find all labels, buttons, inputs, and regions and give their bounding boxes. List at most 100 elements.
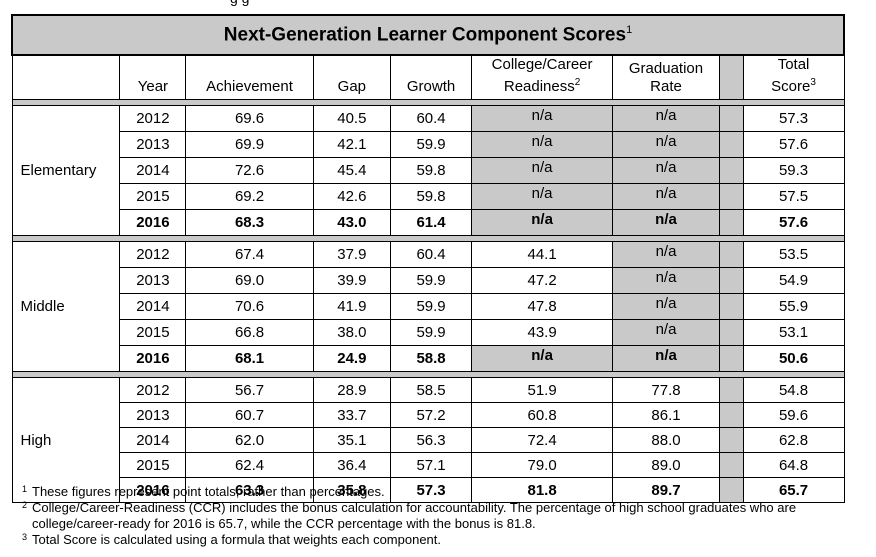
cell-ccr: 81.8 xyxy=(471,477,614,503)
spacer-cell xyxy=(718,131,744,158)
header-achievement: Achievement xyxy=(185,54,314,100)
cell-gap: 39.9 xyxy=(312,267,391,294)
cell-growth: 59.9 xyxy=(389,131,473,158)
school-level-label: High xyxy=(11,377,121,503)
cell-grad: 88.0 xyxy=(612,427,720,453)
cell-year: 2015 xyxy=(119,452,187,478)
cell-total: 54.9 xyxy=(742,267,845,294)
cell-ccr: 79.0 xyxy=(471,452,614,478)
cell-growth: 57.2 xyxy=(389,402,473,428)
table-row: High 2012 56.7 28.9 58.5 51.9 77.8 54.8 xyxy=(11,377,845,503)
cell-ccr: 43.9 xyxy=(471,319,614,346)
cell-gap: 38.0 xyxy=(312,319,391,346)
cell-achievement: 70.6 xyxy=(185,293,314,320)
cell-total: 53.5 xyxy=(742,241,845,268)
cell-total: 65.7 xyxy=(742,477,845,503)
cell-achievement: 69.6 xyxy=(185,105,314,132)
table-row: 2013 69.9 42.1 59.9 n/a n/a 57.6 xyxy=(12,131,845,158)
spacer-cell xyxy=(718,105,744,132)
cell-achievement: 56.7 xyxy=(185,377,314,403)
cell-total: 50.6 xyxy=(742,345,845,372)
spacer-cell xyxy=(718,402,744,428)
cell-gap: 28.9 xyxy=(312,377,391,403)
cell-total: 59.6 xyxy=(742,402,845,428)
header-ccr: College/Career Readiness2 xyxy=(471,54,614,100)
header-year: Year xyxy=(119,54,187,100)
cell-ccr: n/a xyxy=(471,345,614,372)
cell-year: 2012 xyxy=(119,105,187,132)
footnote-2: 2 College/Career-Readiness (CCR) includes… xyxy=(22,500,797,531)
cell-grad: n/a xyxy=(612,131,720,158)
school-level-label: Elementary xyxy=(11,105,121,236)
cell-total: 57.3 xyxy=(742,105,845,132)
footnote-1: 1 These figures represent point totals, r… xyxy=(22,484,385,499)
cell-grad: 77.8 xyxy=(612,377,720,403)
spacer-cell xyxy=(718,345,744,372)
cell-gap: 40.5 xyxy=(312,105,391,132)
cell-ccr: 47.8 xyxy=(471,293,614,320)
cell-growth: 59.9 xyxy=(389,293,473,320)
cell-gap: 41.9 xyxy=(312,293,391,320)
table-row: Middle 2012 67.4 37.9 60.4 44.1 n/a 53.5 xyxy=(11,241,845,372)
table-row: 2014 62.0 35.1 56.3 72.4 88.0 62.8 xyxy=(12,427,845,453)
cell-ccr: 47.2 xyxy=(471,267,614,294)
cell-achievement: 69.2 xyxy=(185,183,314,210)
cell-total: 64.8 xyxy=(742,452,845,478)
cell-achievement: 69.9 xyxy=(185,131,314,158)
cell-total: 59.3 xyxy=(742,157,845,184)
cell-ccr: 51.9 xyxy=(471,377,614,403)
cell-achievement: 62.4 xyxy=(185,452,314,478)
cell-year: 2012 xyxy=(119,241,187,268)
cell-total: 55.9 xyxy=(742,293,845,320)
cell-year: 2015 xyxy=(119,319,187,346)
cell-ccr: n/a xyxy=(471,157,614,184)
spacer-cell xyxy=(718,209,744,236)
cell-year: 2014 xyxy=(119,293,187,320)
cell-year: 2012 xyxy=(119,377,187,403)
spacer-cell xyxy=(718,452,744,478)
table-title-row: Next-Generation Learner Component Scores… xyxy=(11,14,845,56)
table-row: 2014 72.6 45.4 59.8 n/a n/a 59.3 xyxy=(12,157,845,184)
cell-achievement: 67.4 xyxy=(185,241,314,268)
table-title: Next-Generation Learner Component Scores… xyxy=(11,14,845,56)
component-scores-table: Next-Generation Learner Component Scores… xyxy=(11,14,845,503)
header-growth: Growth xyxy=(389,54,473,100)
footnotes: 1 These figures represent point totals, r… xyxy=(22,484,867,548)
scores-table-container: Next-Generation Learner Component Scores… xyxy=(11,14,845,503)
table-row: 2016 68.3 43.0 61.4 n/a n/a 57.6 xyxy=(12,209,845,236)
spacer-cell xyxy=(718,427,744,453)
spacer-cell xyxy=(718,157,744,184)
footnote-3: 3 Total Score is calculated using a formu… xyxy=(22,532,442,547)
cell-gap: 43.0 xyxy=(312,209,391,236)
cell-gap: 45.4 xyxy=(312,157,391,184)
cell-gap: 37.9 xyxy=(312,241,391,268)
cell-ccr: 72.4 xyxy=(471,427,614,453)
cell-total: 57.5 xyxy=(742,183,845,210)
header-spacer xyxy=(718,54,744,100)
cell-grad: 86.1 xyxy=(612,402,720,428)
cell-growth: 59.8 xyxy=(389,183,473,210)
cell-grad: n/a xyxy=(612,157,720,184)
cell-ccr: 60.8 xyxy=(471,402,614,428)
cell-ccr: n/a xyxy=(471,209,614,236)
cell-year: 2013 xyxy=(119,267,187,294)
table-row: 2015 69.2 42.6 59.8 n/a n/a 57.5 xyxy=(12,183,845,210)
cell-total: 57.6 xyxy=(742,131,845,158)
spacer-cell xyxy=(718,267,744,294)
cell-ccr: 44.1 xyxy=(471,241,614,268)
cell-growth: 57.3 xyxy=(389,477,473,503)
school-level-label: Middle xyxy=(11,241,121,372)
table-row: Elementary 2012 69.6 40.5 60.4 n/a n/a 57.3 xyxy=(11,105,845,236)
cell-year: 2014 xyxy=(119,427,187,453)
cell-achievement: 62.0 xyxy=(185,427,314,453)
cell-total: 53.1 xyxy=(742,319,845,346)
cell-ccr: n/a xyxy=(471,131,614,158)
spacer-cell xyxy=(718,377,744,403)
cell-gap: 24.9 xyxy=(312,345,391,372)
cell-grad: n/a xyxy=(612,267,720,294)
spacer-cell xyxy=(718,477,744,503)
table-row: 2015 62.4 36.4 57.1 79.0 89.0 64.8 xyxy=(12,452,845,478)
cell-year: 2016 xyxy=(119,345,187,372)
cell-total: 62.8 xyxy=(742,427,845,453)
cell-grad: n/a xyxy=(612,241,720,268)
